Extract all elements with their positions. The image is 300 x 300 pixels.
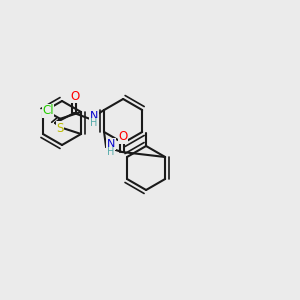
Text: O: O xyxy=(118,130,128,143)
Text: H: H xyxy=(107,147,115,157)
Text: O: O xyxy=(70,89,80,103)
Text: S: S xyxy=(56,122,64,135)
Text: N: N xyxy=(90,111,98,121)
Text: N: N xyxy=(107,139,115,149)
Text: Cl: Cl xyxy=(42,104,54,117)
Text: H: H xyxy=(90,118,98,128)
